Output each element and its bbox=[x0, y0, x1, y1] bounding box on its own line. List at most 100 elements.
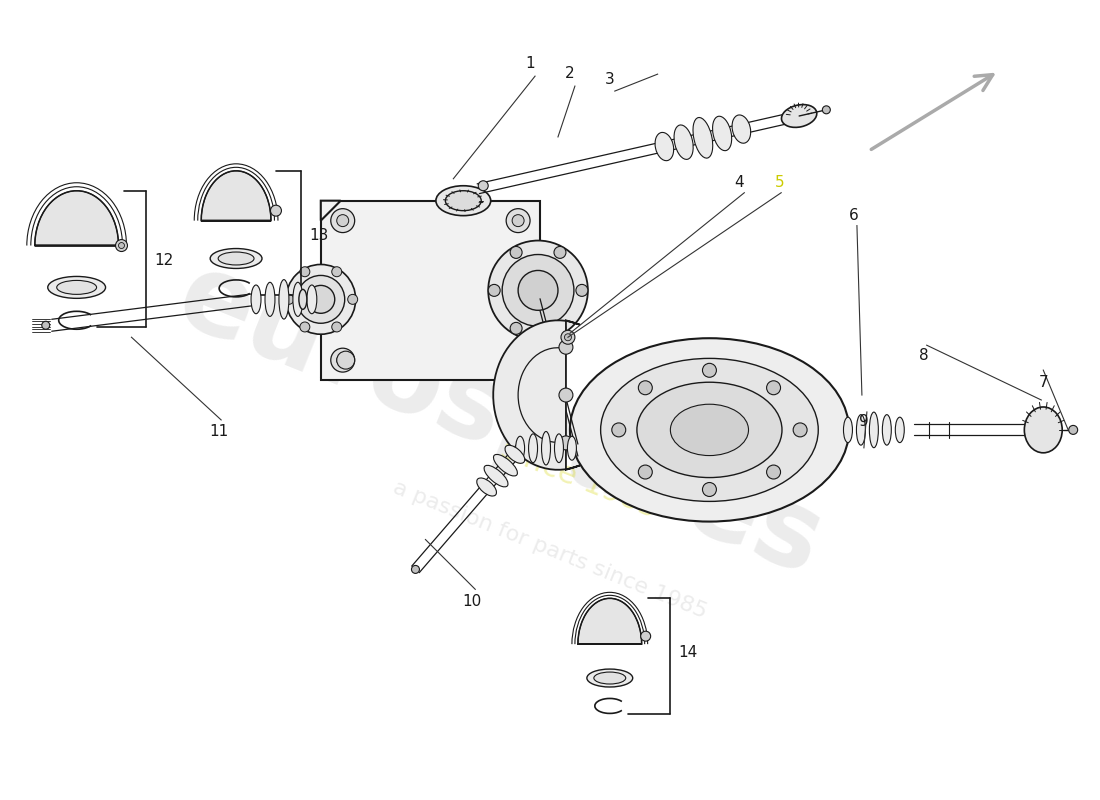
Ellipse shape bbox=[693, 118, 713, 158]
Ellipse shape bbox=[57, 281, 97, 294]
Circle shape bbox=[561, 330, 575, 344]
Ellipse shape bbox=[844, 417, 852, 442]
Circle shape bbox=[559, 436, 573, 450]
Ellipse shape bbox=[637, 382, 782, 478]
Circle shape bbox=[488, 285, 501, 296]
Ellipse shape bbox=[601, 358, 818, 502]
Text: 1: 1 bbox=[526, 56, 535, 70]
Circle shape bbox=[638, 381, 652, 394]
Ellipse shape bbox=[713, 116, 732, 150]
Circle shape bbox=[1069, 426, 1078, 434]
Circle shape bbox=[478, 181, 488, 190]
Text: 2: 2 bbox=[565, 66, 574, 81]
Circle shape bbox=[506, 348, 530, 372]
Ellipse shape bbox=[484, 466, 508, 487]
Circle shape bbox=[337, 354, 349, 366]
Polygon shape bbox=[321, 201, 341, 221]
Circle shape bbox=[284, 294, 294, 304]
Circle shape bbox=[554, 246, 565, 258]
Ellipse shape bbox=[568, 436, 576, 460]
Circle shape bbox=[337, 214, 349, 226]
Circle shape bbox=[331, 348, 354, 372]
Ellipse shape bbox=[857, 414, 866, 445]
Text: a passion for parts since 1985: a passion for parts since 1985 bbox=[390, 477, 710, 622]
Ellipse shape bbox=[218, 252, 254, 265]
Circle shape bbox=[612, 423, 626, 437]
Circle shape bbox=[119, 242, 124, 249]
Circle shape bbox=[300, 322, 310, 332]
Circle shape bbox=[300, 266, 310, 277]
Text: 3: 3 bbox=[605, 72, 615, 86]
Text: 6: 6 bbox=[849, 208, 859, 223]
Text: 8: 8 bbox=[918, 348, 928, 362]
Bar bbox=[321, 201, 540, 380]
Circle shape bbox=[823, 106, 830, 114]
Ellipse shape bbox=[518, 270, 558, 310]
Text: 14: 14 bbox=[678, 645, 697, 660]
Ellipse shape bbox=[210, 249, 262, 269]
Circle shape bbox=[348, 294, 358, 304]
Ellipse shape bbox=[505, 446, 525, 463]
Ellipse shape bbox=[251, 285, 261, 314]
Ellipse shape bbox=[869, 412, 879, 448]
Text: 7: 7 bbox=[1038, 374, 1048, 390]
Text: 12: 12 bbox=[155, 253, 174, 268]
Ellipse shape bbox=[307, 285, 317, 314]
Ellipse shape bbox=[656, 133, 673, 161]
Ellipse shape bbox=[529, 434, 538, 462]
Ellipse shape bbox=[279, 280, 289, 319]
Ellipse shape bbox=[494, 454, 517, 476]
Circle shape bbox=[513, 214, 524, 226]
Ellipse shape bbox=[503, 254, 574, 326]
Circle shape bbox=[554, 322, 565, 334]
Circle shape bbox=[337, 351, 354, 369]
Ellipse shape bbox=[674, 125, 693, 159]
Polygon shape bbox=[201, 171, 271, 221]
Ellipse shape bbox=[446, 190, 481, 210]
Circle shape bbox=[116, 239, 128, 251]
Text: 4: 4 bbox=[735, 175, 745, 190]
Ellipse shape bbox=[47, 277, 106, 298]
Circle shape bbox=[767, 381, 781, 394]
Ellipse shape bbox=[1024, 407, 1063, 453]
Circle shape bbox=[793, 423, 807, 437]
Ellipse shape bbox=[895, 417, 904, 442]
Ellipse shape bbox=[733, 115, 750, 143]
Ellipse shape bbox=[293, 282, 303, 316]
Text: 10: 10 bbox=[463, 594, 482, 609]
Ellipse shape bbox=[570, 338, 849, 522]
Ellipse shape bbox=[587, 669, 632, 687]
Text: since 1985: since 1985 bbox=[497, 435, 662, 524]
Circle shape bbox=[564, 334, 571, 341]
Ellipse shape bbox=[476, 478, 496, 496]
Ellipse shape bbox=[670, 404, 748, 455]
Ellipse shape bbox=[488, 241, 587, 340]
Circle shape bbox=[331, 209, 354, 233]
Polygon shape bbox=[493, 320, 580, 470]
Ellipse shape bbox=[297, 275, 344, 323]
Circle shape bbox=[513, 354, 524, 366]
Circle shape bbox=[703, 363, 716, 378]
Ellipse shape bbox=[882, 414, 891, 445]
Circle shape bbox=[332, 266, 342, 277]
Ellipse shape bbox=[299, 290, 307, 310]
Circle shape bbox=[42, 322, 50, 330]
Circle shape bbox=[640, 631, 650, 641]
Polygon shape bbox=[578, 598, 641, 644]
Text: 5: 5 bbox=[774, 175, 784, 190]
Ellipse shape bbox=[436, 186, 491, 216]
Ellipse shape bbox=[286, 265, 355, 334]
Circle shape bbox=[271, 205, 282, 216]
Circle shape bbox=[703, 482, 716, 497]
Text: 11: 11 bbox=[209, 424, 229, 439]
Polygon shape bbox=[321, 201, 341, 221]
Circle shape bbox=[638, 465, 652, 479]
Circle shape bbox=[576, 285, 587, 296]
Ellipse shape bbox=[516, 436, 525, 460]
Text: 13: 13 bbox=[309, 228, 329, 243]
Text: 9: 9 bbox=[859, 414, 869, 430]
Ellipse shape bbox=[541, 431, 550, 465]
Circle shape bbox=[506, 209, 530, 233]
Circle shape bbox=[411, 566, 419, 574]
Circle shape bbox=[767, 465, 781, 479]
